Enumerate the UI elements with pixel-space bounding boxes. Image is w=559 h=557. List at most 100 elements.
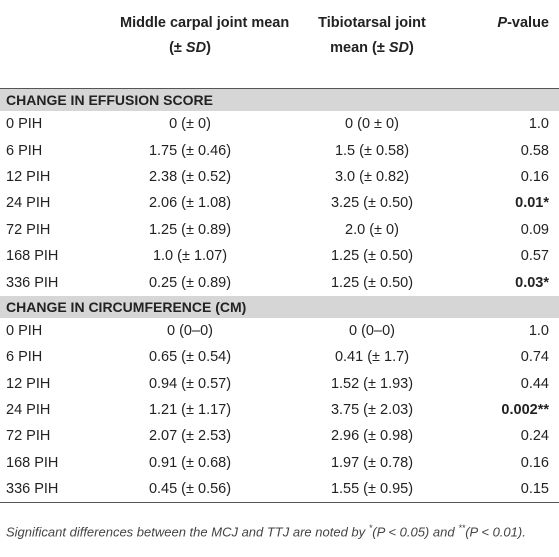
table-cell: 0.01*: [515, 195, 549, 212]
header-cell: P-value: [484, 0, 559, 89]
table-cell: 0.09: [520, 221, 549, 238]
table-cell: 0 (0–0): [167, 322, 213, 339]
row-label: 168 PIH: [6, 248, 59, 265]
text-segment: SD: [185, 40, 207, 56]
table-cell: 0.16: [520, 454, 549, 471]
table-cell: 1.0 (± 1.07): [152, 248, 228, 265]
text-segment: P: [497, 15, 508, 31]
section-title: CHANGE IN EFFUSION SCORE: [0, 88, 559, 111]
row-label: 12 PIH: [6, 168, 51, 185]
table-cell: 0.24: [520, 428, 549, 445]
table-cell: 0 (0–0): [349, 322, 395, 339]
section-title: CHANGE IN CIRCUMFERENCE (CM): [0, 295, 559, 318]
text-segment: Middle carpal joint mean: [120, 15, 290, 31]
row-label: 6 PIH: [6, 142, 43, 159]
table-cell: 2.38 (± 0.52): [148, 168, 232, 185]
text-segment: (±: [169, 40, 186, 56]
data-row: 0 PIH 0 (± 0) 0 (0 ± 0) 1.0: [0, 111, 559, 137]
table-cell: 2.0 (± 0): [345, 221, 399, 238]
table-cell: 0.41 (± 1.7): [334, 349, 410, 366]
table-cell: 0.65 (± 0.54): [148, 349, 232, 366]
table-cell: 3.25 (± 0.50): [330, 195, 414, 212]
row-label: 336 PIH: [0, 476, 120, 504]
table-cell: 0.25 (± 0.89): [148, 274, 232, 291]
table-cell: 2.07 (± 2.53): [148, 428, 232, 445]
table-cell: 3.75 (± 2.03): [330, 402, 414, 419]
table-cell: 0.94 (± 0.57): [148, 375, 232, 392]
table-cell: 1.52 (± 1.93): [330, 375, 414, 392]
text-segment: ): [409, 40, 414, 56]
table-cell: 1.25 (± 0.50): [330, 248, 414, 265]
section-row: CHANGE IN EFFUSION SCORE: [0, 88, 559, 111]
table-cell: 1.0: [528, 322, 549, 339]
table-cell: 1.97 (± 0.78): [330, 454, 414, 471]
header-cell: [0, 0, 120, 89]
table-cell: 0.15: [484, 476, 559, 504]
data-row: 24 PIH 2.06 (± 1.08) 3.25 (± 0.50) 0.01*: [0, 190, 559, 216]
row-label: 72 PIH: [6, 221, 51, 238]
row-label: 0 PIH: [6, 116, 43, 133]
text-segment: -value: [507, 15, 549, 31]
row-label: 24 PIH: [6, 402, 51, 419]
table-cell: 0.45 (± 0.56): [120, 476, 260, 504]
data-row: 72 PIH 1.25 (± 0.89) 2.0 (± 0) 0.09: [0, 217, 559, 243]
table-body: CHANGE IN EFFUSION SCORE 0 PIH 0 (± 0) 0 (0…: [0, 88, 559, 504]
header-cell: Middle carpal joint mean (± SD): [120, 0, 289, 89]
data-row: 336 PIH 0.45 (± 0.56) 1.55 (± 0.95) 0.15: [0, 476, 559, 504]
table-cell: 1.25 (± 0.50): [330, 274, 414, 291]
table-cell: 1.25 (± 0.89): [148, 221, 232, 238]
text-segment: P: [376, 524, 385, 540]
data-row: 24 PIH 1.21 (± 1.17) 3.75 (± 2.03) 0.002**: [0, 397, 559, 423]
table-cell: 0.44: [520, 375, 549, 392]
table-cell: 1.55 (± 0.95): [260, 476, 484, 504]
data-row: 6 PIH 1.75 (± 0.46) 1.5 (± 0.58) 0.58: [0, 137, 559, 163]
data-row: 336 PIH 0.25 (± 0.89) 1.25 (± 0.50) 0.03*: [0, 269, 559, 295]
data-row: 6 PIH 0.65 (± 0.54) 0.41 (± 1.7) 0.74: [0, 344, 559, 370]
table-cell: 0 (0 ± 0): [345, 116, 399, 133]
text-segment: *: [368, 523, 373, 534]
text-segment: **: [458, 523, 466, 534]
row-label: 336 PIH: [6, 274, 59, 291]
table-cell: 3.0 (± 0.82): [334, 168, 410, 185]
table-cell: 0.57: [520, 248, 549, 265]
text-segment: (: [372, 524, 377, 540]
data-row: 168 PIH 0.91 (± 0.68) 1.97 (± 0.78) 0.16: [0, 450, 559, 476]
table-cell: 0.74: [520, 349, 549, 366]
text-segment: P: [469, 524, 478, 540]
table-cell: 1.0: [528, 116, 549, 133]
header-row: Middle carpal joint mean (± SD) Tibiotarsa…: [0, 0, 559, 89]
row-label: 72 PIH: [6, 428, 51, 445]
text-segment: ): [206, 40, 211, 56]
table-cell: 1.5 (± 0.58): [334, 142, 410, 159]
data-row: 72 PIH 2.07 (± 2.53) 2.96 (± 0.98) 0.24: [0, 423, 559, 449]
row-label: 6 PIH: [6, 349, 43, 366]
data-row: 168 PIH 1.0 (± 1.07) 1.25 (± 0.50) 0.57: [0, 243, 559, 269]
text-segment: (: [465, 524, 470, 540]
table-cell: 2.06 (± 1.08): [148, 195, 232, 212]
table-cell: 0.002**: [501, 402, 549, 419]
row-label: 0 PIH: [6, 322, 43, 339]
data-table: Middle carpal joint mean (± SD) Tibiotarsa…: [0, 0, 559, 504]
row-label: 24 PIH: [6, 195, 51, 212]
text-segment: Tibiotarsal joint: [318, 15, 426, 31]
footnote: Significant differences between the MCJ …: [0, 503, 559, 543]
table-cell: 0.03*: [515, 274, 549, 291]
text-segment: < 0.01).: [477, 524, 526, 540]
section-row: CHANGE IN CIRCUMFERENCE (CM): [0, 295, 559, 318]
data-row: 12 PIH 2.38 (± 0.52) 3.0 (± 0.82) 0.16: [0, 164, 559, 190]
table-cell: 0.58: [520, 142, 549, 159]
text-segment: < 0.05) and: [384, 524, 459, 540]
header-cell: Tibiotarsal joint mean (± SD): [260, 0, 484, 89]
data-row: 0 PIH 0 (0–0) 0 (0–0) 1.0: [0, 318, 559, 344]
table-cell: 0 (± 0): [169, 116, 211, 133]
row-label: 168 PIH: [6, 454, 59, 471]
table-cell: 1.75 (± 0.46): [148, 142, 232, 159]
table-cell: 1.21 (± 1.17): [148, 402, 232, 419]
data-row: 12 PIH 0.94 (± 0.57) 1.52 (± 1.93) 0.44: [0, 371, 559, 397]
row-label: 12 PIH: [6, 375, 51, 392]
table-cell: 0.91 (± 0.68): [148, 454, 232, 471]
table-cell: 2.96 (± 0.98): [330, 428, 414, 445]
table-cell: 0.16: [520, 168, 549, 185]
text-segment: mean (±: [330, 40, 389, 56]
